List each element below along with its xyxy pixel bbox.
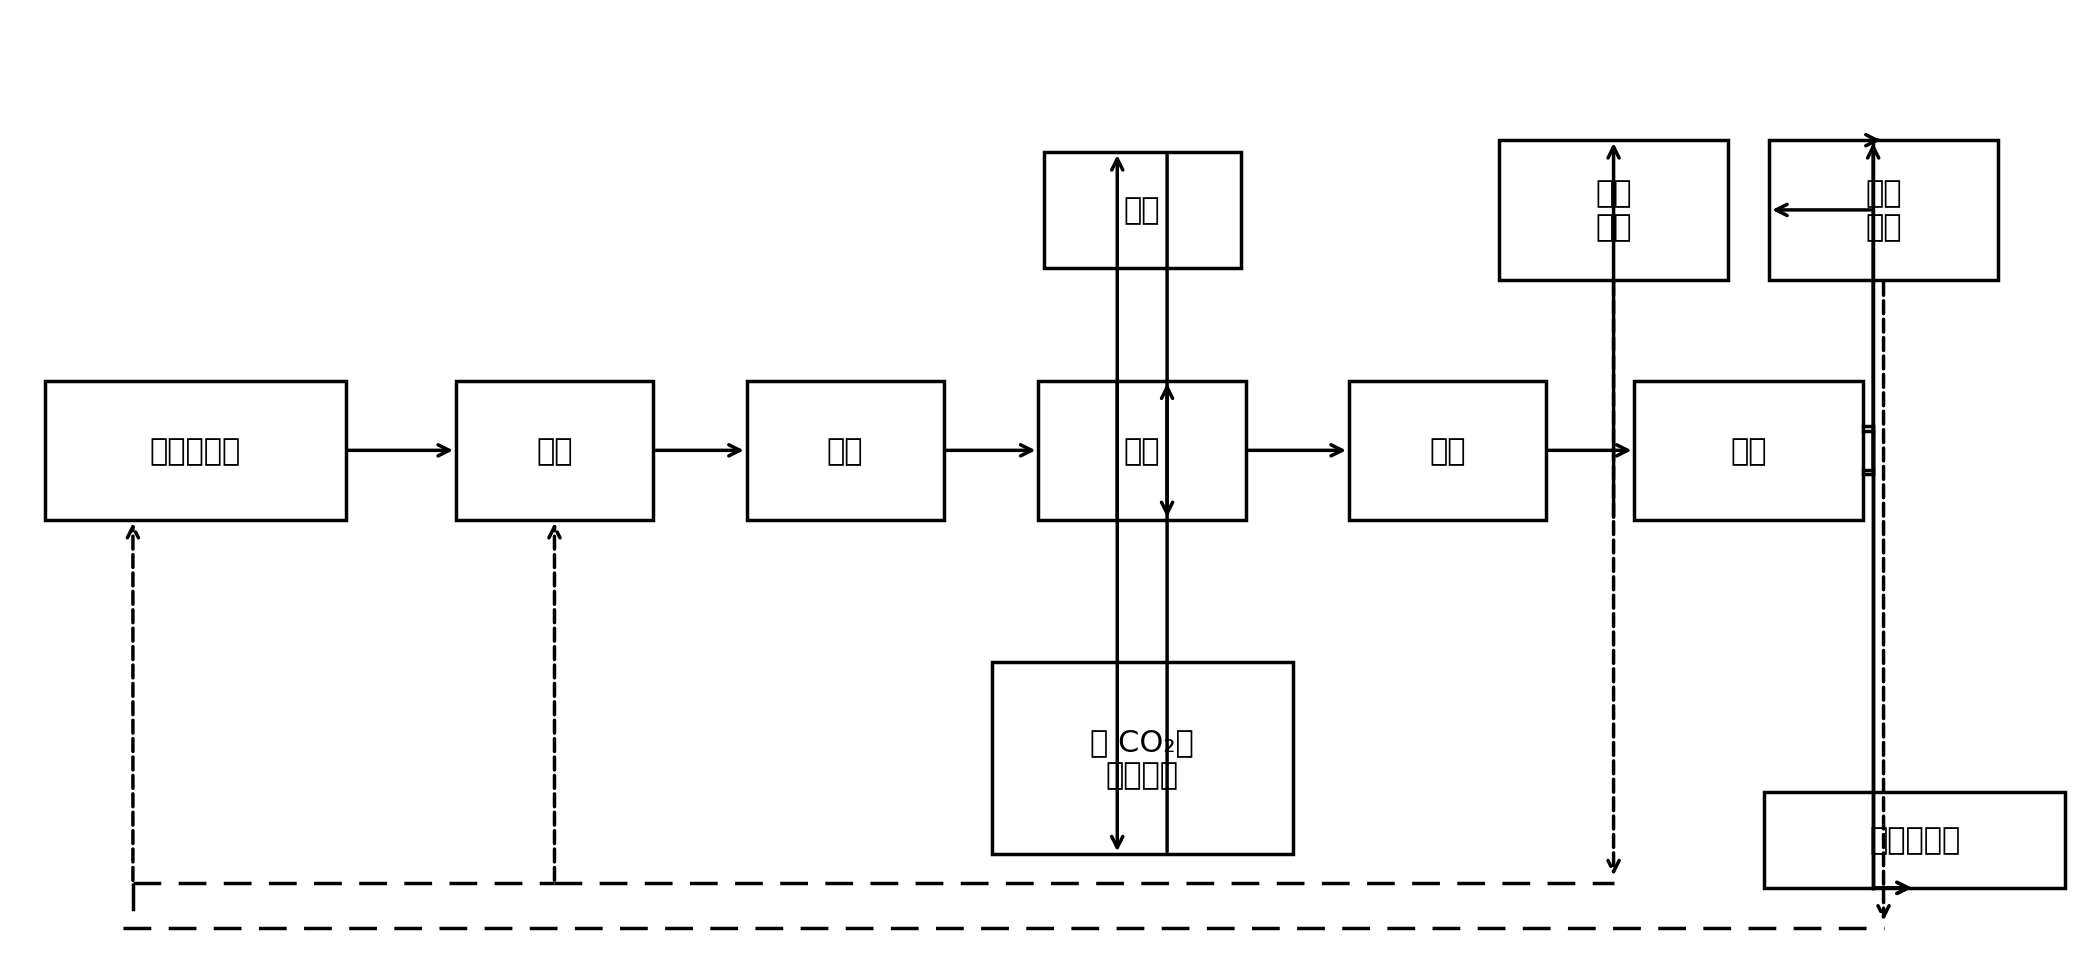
Text: 甲烷
氢气: 甲烷 氢气	[1595, 179, 1633, 242]
Bar	[1499, 141, 1728, 280]
Text: 压缩: 压缩	[1124, 436, 1161, 465]
Text: 分离: 分离	[1731, 436, 1766, 465]
Text: 深冷: 深冷	[1428, 436, 1466, 465]
Bar	[1635, 381, 1862, 520]
Bar	[746, 381, 945, 520]
Bar	[1349, 381, 1547, 520]
Bar	[457, 381, 653, 520]
Text: 裂解: 裂解	[536, 436, 573, 465]
Bar	[1764, 792, 2066, 888]
Text: 乙烯、丙烯: 乙烯、丙烯	[1868, 826, 1960, 855]
Bar	[1038, 381, 1247, 520]
Text: 干燥: 干燥	[1124, 196, 1161, 225]
Bar	[992, 662, 1293, 855]
Bar	[44, 381, 346, 520]
Text: 其他
产品: 其他 产品	[1866, 179, 1902, 242]
Text: 急冷: 急冷	[828, 436, 863, 465]
Text: 脱 CO₂和
酸性气体: 脱 CO₂和 酸性气体	[1090, 727, 1195, 790]
Text: 预热、气化: 预热、气化	[150, 436, 242, 465]
Bar	[1770, 141, 1997, 280]
Bar	[1042, 153, 1241, 268]
